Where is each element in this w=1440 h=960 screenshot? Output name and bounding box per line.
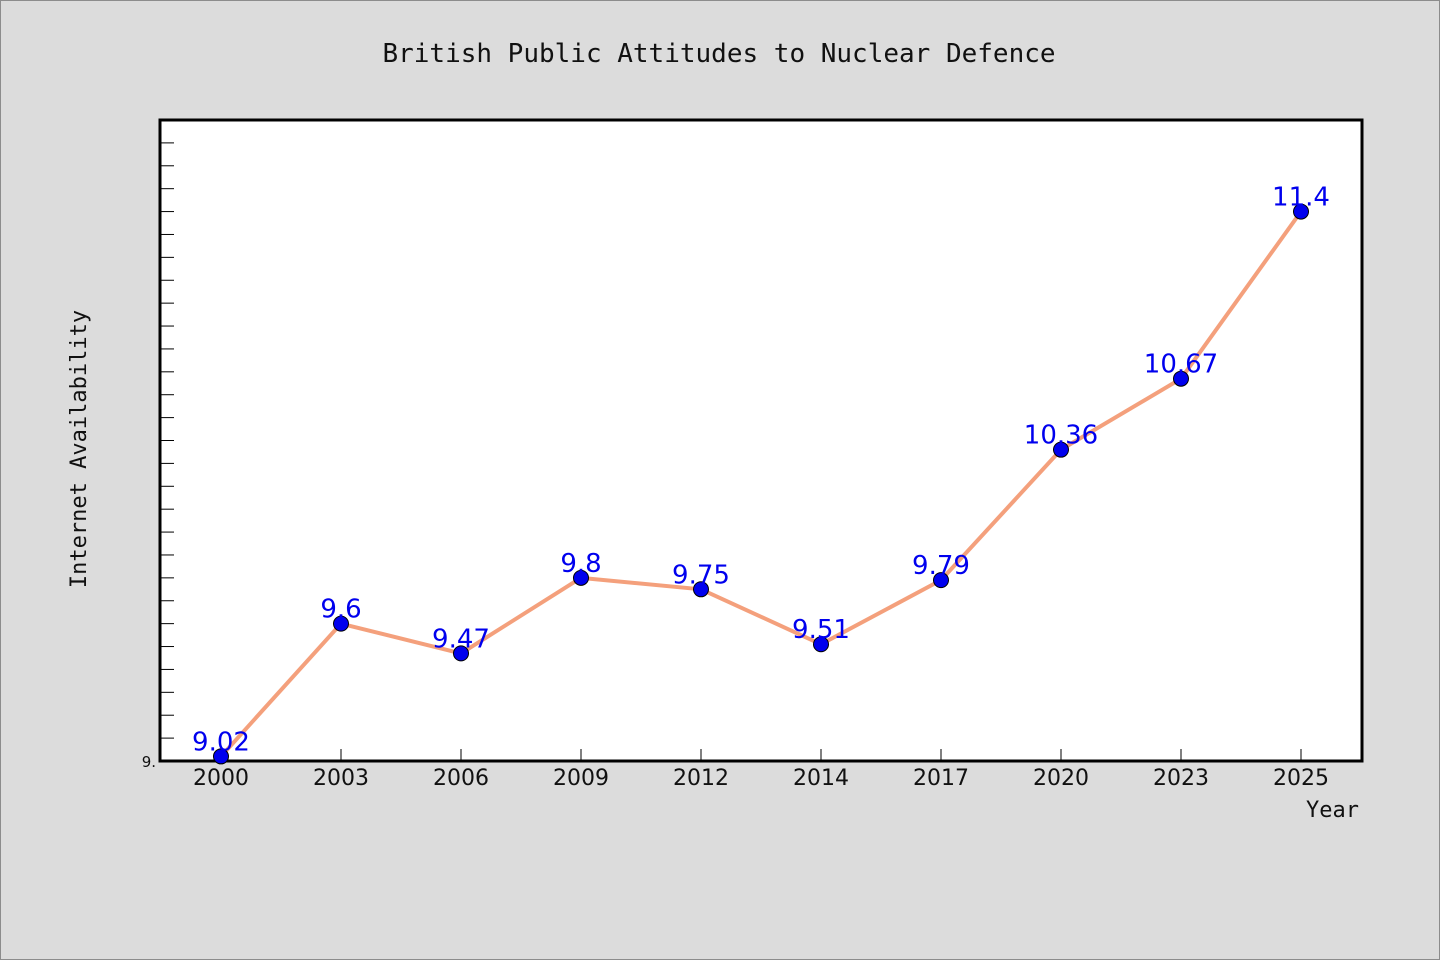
data-point <box>813 636 829 653</box>
data-label: 9.75 <box>672 560 730 590</box>
data-point <box>1173 370 1189 387</box>
data-label: 9.79 <box>912 551 970 581</box>
data-label: 10.36 <box>1024 421 1098 451</box>
series-line <box>219 210 1303 758</box>
x-tick-label: 2023 <box>1153 766 1209 791</box>
x-tick-label: 2017 <box>913 766 969 791</box>
data-label: 9.8 <box>560 549 601 579</box>
chart-title: British Public Attitudes to Nuclear Defe… <box>382 39 1055 69</box>
x-tick-label: 2012 <box>673 766 729 791</box>
x-tick-label: 2009 <box>553 766 609 791</box>
plot-area <box>158 118 1364 763</box>
data-label: 9.02 <box>192 727 250 757</box>
data-point <box>693 581 709 598</box>
data-point <box>933 572 949 589</box>
data-label: 9.51 <box>792 615 850 645</box>
x-axis-label: Year <box>1306 798 1359 823</box>
x-tick-label: 2020 <box>1033 766 1089 791</box>
data-point <box>333 615 349 632</box>
data-label: 11.4 <box>1272 183 1330 213</box>
data-point <box>573 569 589 586</box>
data-point <box>1293 203 1309 220</box>
y-axis-label: Internet Availability <box>67 310 92 588</box>
x-tick-label: 2006 <box>433 766 489 791</box>
data-label: 10.67 <box>1144 350 1218 380</box>
y-tick-label: 9. <box>142 753 156 771</box>
series-group: 9.02 9.6 9.47 9.8 9.75 9.51 9.79 10.36 10.67 11.4 <box>192 183 1330 765</box>
data-label: 9.6 <box>320 595 361 625</box>
data-point <box>1053 441 1069 458</box>
x-tick-label: 2025 <box>1273 766 1329 791</box>
y-axis-ticks: 9. <box>142 142 174 771</box>
data-label: 9.47 <box>432 624 490 654</box>
data-point <box>453 645 469 662</box>
x-tick-label: 2000 <box>193 766 249 791</box>
x-tick-label: 2003 <box>313 766 369 791</box>
data-point <box>213 748 229 765</box>
x-tick-label: 2014 <box>793 766 849 791</box>
x-axis-ticks: 2000 2003 2006 2009 2012 2014 2017 2020 2023 2025 <box>193 749 1329 791</box>
